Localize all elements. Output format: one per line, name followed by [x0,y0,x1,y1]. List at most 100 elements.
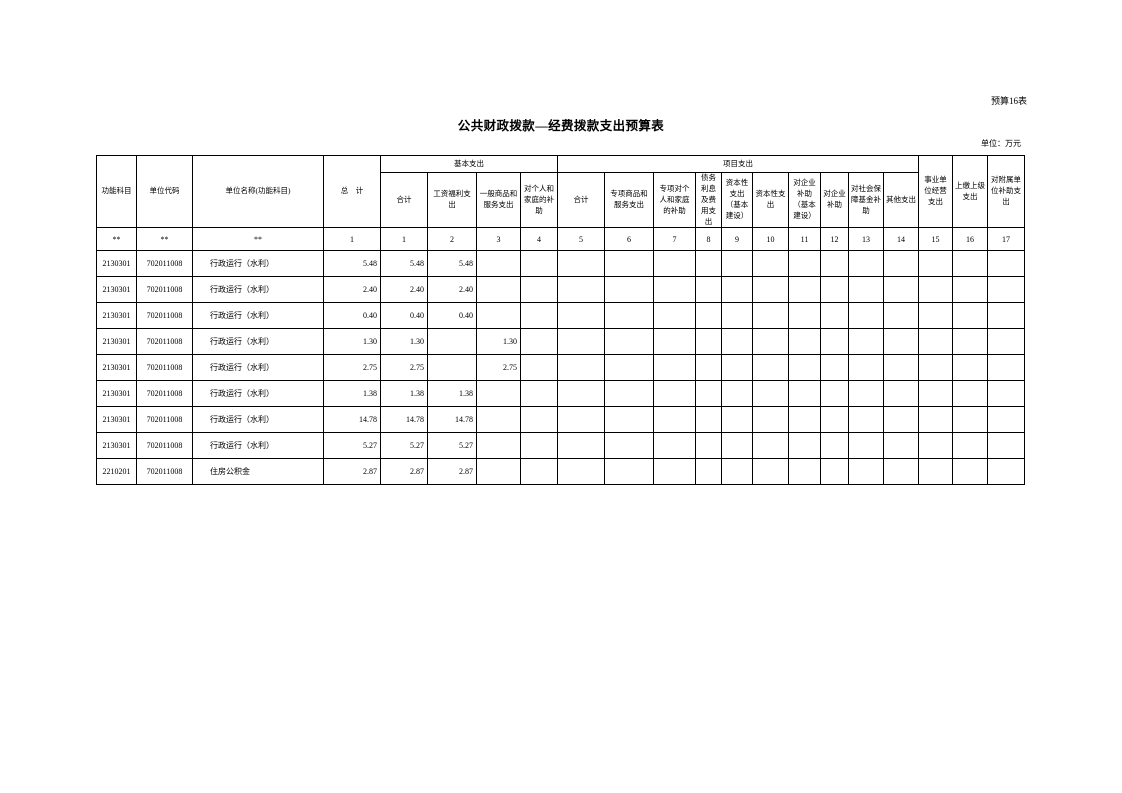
unit-name-cell: 行政运行（水利） [192,432,324,460]
amount-cell: 5.48 [427,250,477,278]
amount-cell [820,458,849,486]
amount-cell [883,458,919,486]
amount-cell [952,250,988,278]
col-special-individual-family-subsidy: 专项对个人和家庭的补助 [653,171,696,229]
unit-code-cell: 702011008 [136,302,193,330]
index-cell: ** [96,227,137,252]
amount-cell [918,380,953,408]
amount-cell: 2.87 [380,458,428,486]
index-cell: ** [192,227,324,252]
amount-cell [788,276,821,304]
amount-cell [653,432,696,460]
amount-cell [520,458,558,486]
amount-cell: 14.78 [427,406,477,434]
function-code-cell: 2210201 [96,458,137,486]
amount-cell [883,302,919,330]
amount-cell [604,328,654,356]
amount-cell [721,354,753,382]
unit-code-cell: 702011008 [136,432,193,460]
amount-cell [695,302,722,330]
unit-code-cell: 702011008 [136,328,193,356]
amount-cell [752,302,789,330]
amount-cell [604,276,654,304]
amount-cell [476,458,521,486]
amount-cell [883,328,919,356]
col-function-subject: 功能科目 [96,154,137,229]
table-row: 2130301 702011008 行政运行（水利） 2.40 2.40 2.40 [96,276,1025,304]
amount-cell [752,458,789,486]
col-debt-interest-fees: 债务利息及费用支出 [695,171,722,229]
unit-name-cell: 住房公积金 [192,458,324,486]
amount-cell [721,432,753,460]
amount-cell [848,250,884,278]
amount-cell [820,406,849,434]
col-enterprise-subsidy-construction: 对企业补助（基本建设） [788,171,821,229]
amount-cell [987,250,1025,278]
table-row: 2130301 702011008 行政运行（水利） 14.78 14.78 14.78 [96,406,1025,434]
amount-cell [604,458,654,486]
amount-cell: 1.30 [380,328,428,356]
amount-cell [788,328,821,356]
amount-cell [883,250,919,278]
index-cell: 16 [952,227,988,252]
index-cell: 12 [820,227,849,252]
amount-cell [952,406,988,434]
amount-cell [952,380,988,408]
amount-cell [695,328,722,356]
function-code-cell: 2130301 [96,276,137,304]
amount-cell: 2.87 [323,458,381,486]
group-basic-expenditure: 基本支出 [380,155,558,173]
amount-cell [848,458,884,486]
amount-cell [952,458,988,486]
amount-cell [604,302,654,330]
table-row: 2130301 702011008 行政运行（水利） 5.48 5.48 5.48 [96,250,1025,278]
table-row: 2130301 702011008 行政运行（水利） 1.38 1.38 1.38 [96,380,1025,408]
col-unit-name: 单位名称(功能科目) [192,154,324,229]
unit-code-cell: 702011008 [136,406,193,434]
amount-cell [557,432,605,460]
amount-cell [695,380,722,408]
amount-cell [721,328,753,356]
col-project-total: 合计 [557,171,605,229]
amount-cell [952,432,988,460]
amount-cell [918,328,953,356]
col-wage-welfare: 工资福利支出 [427,171,477,229]
amount-cell [987,380,1025,408]
amount-cell [820,328,849,356]
index-cell: 9 [721,227,753,252]
amount-cell [848,354,884,382]
amount-cell [604,354,654,382]
amount-cell [476,276,521,304]
amount-cell [557,302,605,330]
amount-cell: 5.27 [380,432,428,460]
amount-cell: 1.38 [323,380,381,408]
index-cell: 11 [788,227,821,252]
amount-cell [653,302,696,330]
col-affiliated-unit-subsidy: 对附属单位补助支出 [987,154,1025,229]
table-body: 2130301 702011008 行政运行（水利） 5.48 5.48 5.48 2130… [96,250,1025,486]
amount-cell [476,380,521,408]
amount-cell [987,458,1025,486]
amount-cell [721,276,753,304]
index-cell: 1 [380,227,428,252]
amount-cell [848,380,884,408]
amount-cell [820,302,849,330]
amount-cell: 1.30 [323,328,381,356]
unit-code-cell: 702011008 [136,276,193,304]
amount-cell [848,276,884,304]
unit-name-cell: 行政运行（水利） [192,328,324,356]
amount-cell: 0.40 [427,302,477,330]
amount-cell [752,432,789,460]
amount-cell [752,250,789,278]
col-goods-services: 一般商品和服务支出 [476,171,521,229]
amount-cell [752,380,789,408]
index-cell: 17 [987,227,1025,252]
table-row: 2130301 702011008 行政运行（水利） 0.40 0.40 0.40 [96,302,1025,330]
amount-cell [604,250,654,278]
amount-cell [695,406,722,434]
index-cell: 4 [520,227,558,252]
col-capital-expenditure-construction: 资本性支出（基本建设） [721,171,753,229]
amount-cell [695,276,722,304]
amount-cell [883,380,919,408]
amount-cell [653,276,696,304]
